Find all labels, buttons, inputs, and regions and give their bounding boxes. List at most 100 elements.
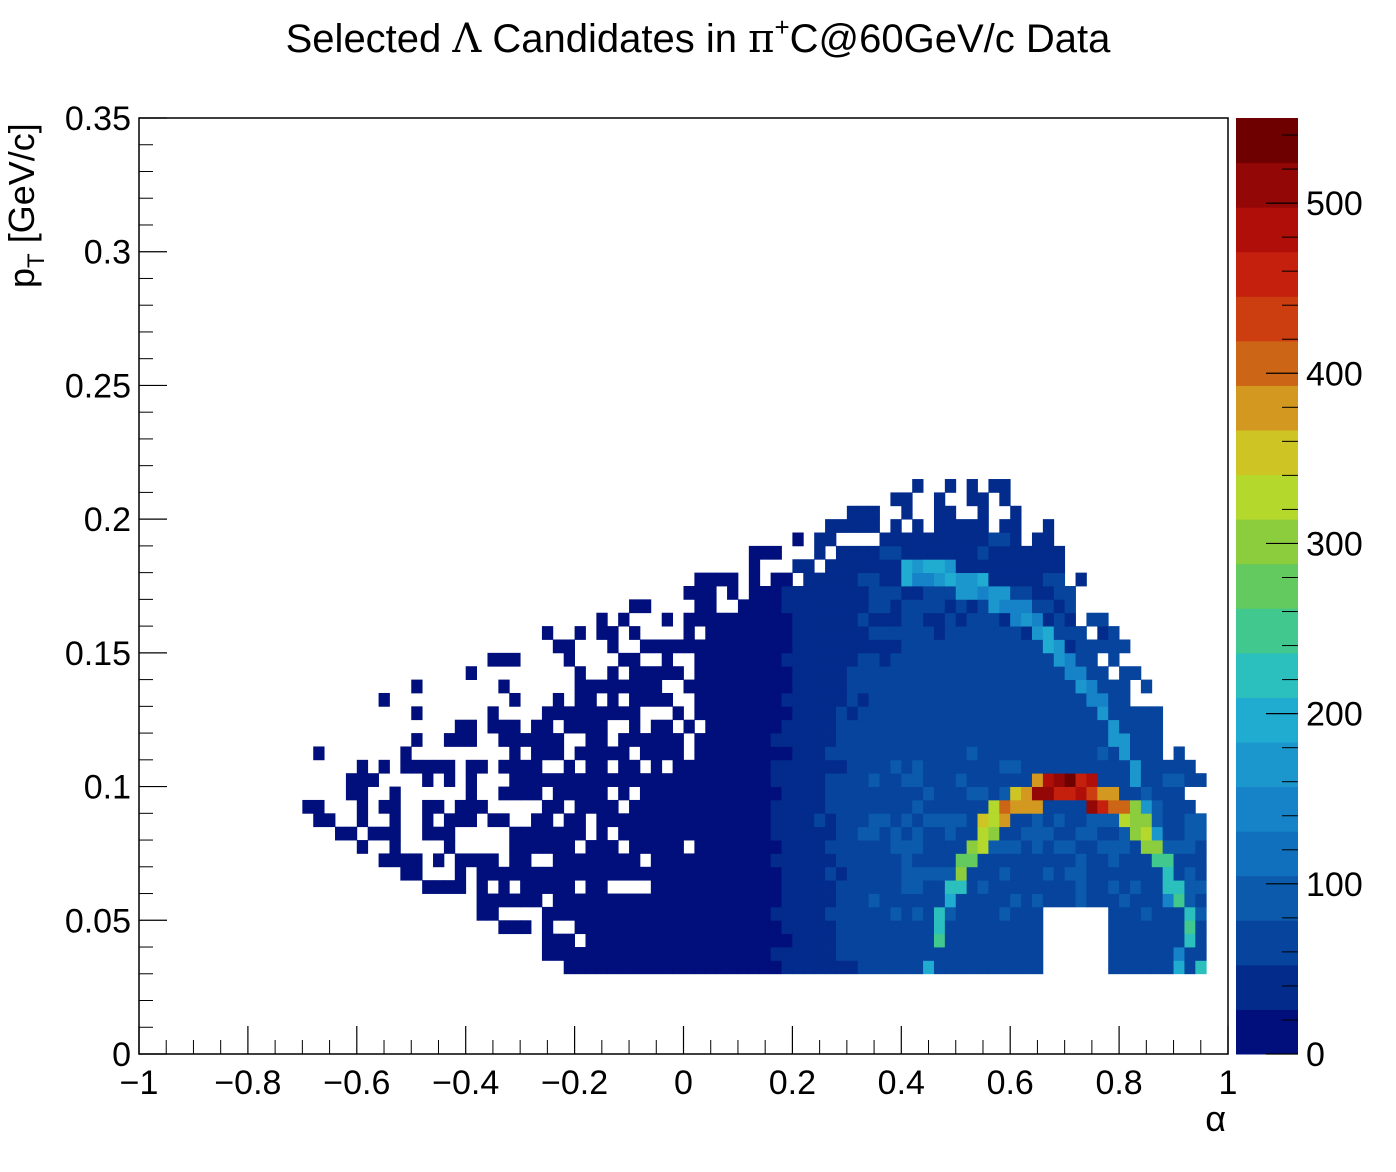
heatmap-cell [857, 853, 870, 868]
heatmap-cell [868, 947, 880, 961]
heatmap-cell [552, 692, 565, 707]
heatmap-cell [498, 813, 510, 828]
heatmap-cell [988, 813, 1000, 828]
heatmap-cell [1151, 906, 1164, 921]
heatmap-cell [694, 572, 706, 587]
heatmap-cell [1064, 799, 1076, 814]
heatmap-cell [716, 652, 728, 667]
heatmap-cell [531, 866, 543, 881]
heatmap-cell [1021, 586, 1033, 600]
heatmap-cell [825, 853, 837, 868]
heatmap-cell [988, 666, 1000, 680]
title-text-2: Candidates in [481, 17, 748, 61]
heatmap-cell [770, 652, 782, 667]
heatmap-cell [944, 773, 957, 787]
heatmap-cell [1042, 666, 1055, 680]
heatmap-cell [868, 786, 880, 801]
heatmap-cell [1119, 947, 1131, 961]
heatmap-cell [1021, 719, 1033, 734]
heatmap-cell [487, 893, 499, 908]
heatmap-cell [748, 652, 761, 667]
heatmap-cell [1042, 893, 1055, 908]
heatmap-cell [672, 920, 684, 935]
heatmap-cell [890, 679, 902, 694]
heatmap-cell [596, 626, 608, 640]
heatmap-cell [650, 639, 663, 654]
heatmap-cell [563, 947, 575, 961]
heatmap-cell [1075, 866, 1087, 881]
heatmap-cell [748, 639, 761, 654]
heatmap-cell [814, 933, 826, 948]
heatmap-cell [607, 626, 619, 640]
heatmap-cell [705, 719, 717, 734]
heatmap-cell [1031, 612, 1044, 627]
heatmap-cell [607, 853, 619, 868]
heatmap-cell [748, 572, 761, 587]
heatmap-cell [574, 960, 586, 975]
heatmap-cell [977, 652, 989, 667]
heatmap-cell [1075, 652, 1087, 667]
heatmap-cell [966, 612, 978, 627]
heatmap-cell [1031, 773, 1044, 787]
heatmap-cell [661, 880, 674, 894]
heatmap-cell [1053, 866, 1066, 881]
heatmap-cell [868, 733, 880, 747]
heatmap-cell [629, 679, 641, 694]
heatmap-cell [1042, 853, 1055, 868]
heatmap-cell [1031, 666, 1044, 680]
heatmap-cell [618, 612, 630, 627]
heatmap-cell [585, 733, 597, 747]
heatmap-cell [999, 893, 1011, 908]
heatmap-cell [1108, 706, 1120, 721]
heatmap-cell [748, 853, 761, 868]
heatmap-cell [596, 746, 608, 761]
heatmap-cell [683, 906, 695, 921]
heatmap-cell [563, 759, 575, 774]
heatmap-cell [1173, 813, 1185, 828]
heatmap-cell [1064, 599, 1076, 614]
heatmap-cell [835, 906, 848, 921]
heatmap-cell [835, 733, 848, 747]
y-tick-label: 0.1 [84, 769, 131, 807]
heatmap-cell [912, 706, 924, 721]
heatmap-cell [781, 706, 793, 721]
heatmap-cell [912, 799, 924, 814]
heatmap-cell [846, 893, 859, 908]
heatmap-cell [1064, 813, 1076, 828]
heatmap-cell [1129, 666, 1142, 680]
heatmap-cell [585, 692, 597, 707]
heatmap-cell [1140, 933, 1153, 948]
heatmap-cell [912, 866, 924, 881]
heatmap-cell [879, 759, 891, 774]
heatmap-cell [629, 840, 641, 854]
heatmap-cell [955, 586, 968, 600]
heatmap-cell [803, 759, 815, 774]
heatmap-cell [792, 652, 804, 667]
heatmap-cell [694, 840, 706, 854]
heatmap-cell [944, 786, 957, 801]
heatmap-cell [890, 866, 902, 881]
heatmap-cell [1010, 706, 1022, 721]
heatmap-cell [1021, 893, 1033, 908]
heatmap-cell [825, 599, 837, 614]
heatmap-cell [890, 920, 902, 935]
heatmap-cell [868, 866, 880, 881]
heatmap-cell [868, 652, 880, 667]
heatmap-cell [552, 933, 565, 948]
heatmap-cell [901, 853, 913, 868]
heatmap-cell [727, 826, 739, 841]
heatmap-cell [509, 652, 521, 667]
heatmap-cell [901, 679, 913, 694]
heatmap-cell [661, 840, 674, 854]
heatmap-cell [574, 719, 586, 734]
heatmap-cell [1075, 840, 1087, 854]
heatmap-cell [1151, 719, 1164, 734]
heatmap-cell [999, 813, 1011, 828]
heatmap-cell [487, 652, 499, 667]
heatmap-cell [552, 840, 565, 854]
heatmap-cell [694, 586, 706, 600]
heatmap-cell [389, 853, 401, 868]
heatmap-cell [727, 746, 739, 761]
x-tick-label: 0.2 [769, 1064, 816, 1102]
heatmap-cell [825, 532, 837, 547]
